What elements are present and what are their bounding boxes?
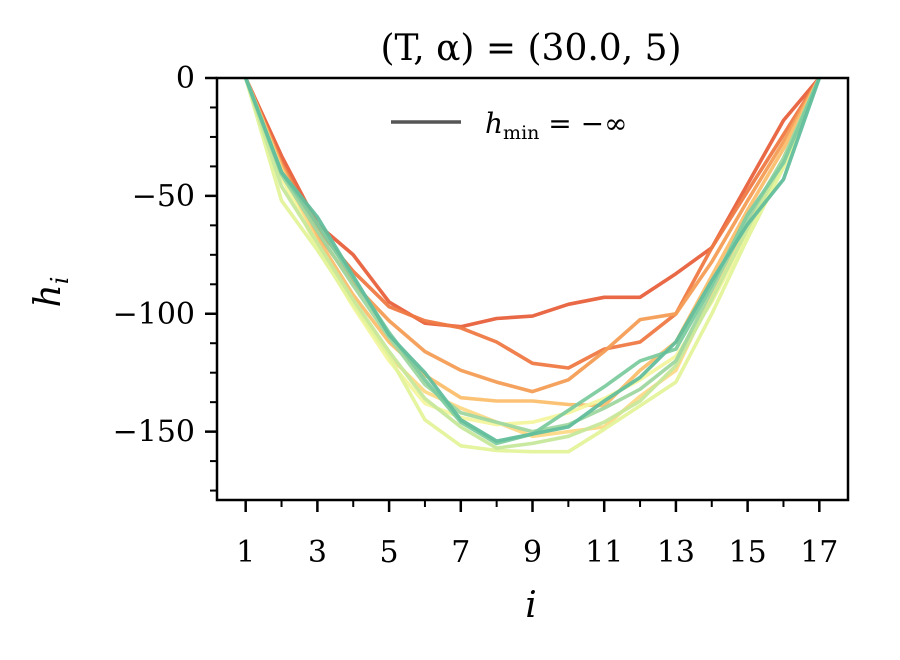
legend-label-sub: min [503, 122, 539, 144]
y-axis-label-main: h [28, 284, 69, 307]
y-axis-label: hi [28, 277, 74, 308]
x-tick-label: 3 [308, 535, 327, 570]
x-tick-label: 17 [800, 535, 838, 570]
x-tick-label: 7 [451, 535, 470, 570]
x-tick-label: 11 [585, 535, 623, 570]
chart-title: (T, α) = (30.0, 5) [380, 28, 681, 69]
series-line-run-1 [244, 78, 821, 329]
legend-label-main: h [485, 107, 503, 140]
series-line-run-4 [244, 78, 821, 408]
series-layer [243, 78, 821, 454]
x-tick-label: 13 [657, 535, 695, 570]
x-tick-label: 1 [236, 535, 255, 570]
x-axis: 1 3 5 7 9 11 13 15 17 [236, 500, 838, 570]
series-line-run-11 [244, 78, 821, 443]
x-tick-label: 5 [380, 535, 399, 570]
y-tick-label: −100 [113, 297, 195, 332]
x-axis-label: i [525, 585, 537, 626]
legend-label-rest: = −∞ [539, 107, 627, 140]
series-line-run-7 [243, 78, 821, 454]
x-tick-label: 9 [523, 535, 542, 570]
svg-text:hi: hi [28, 277, 74, 308]
series-line-run-8 [243, 78, 821, 450]
legend: hmin = −∞ [391, 107, 627, 144]
legend-label: hmin = −∞ [485, 107, 627, 144]
y-axis: 0 −50 −100 −150 [113, 61, 217, 492]
y-tick-label: 0 [176, 61, 195, 96]
y-axis-label-sub: i [46, 277, 74, 285]
y-tick-label: −150 [113, 415, 195, 450]
series-line-run-9 [244, 78, 821, 434]
x-tick-label: 15 [729, 535, 767, 570]
y-tick-label: −50 [132, 179, 195, 214]
